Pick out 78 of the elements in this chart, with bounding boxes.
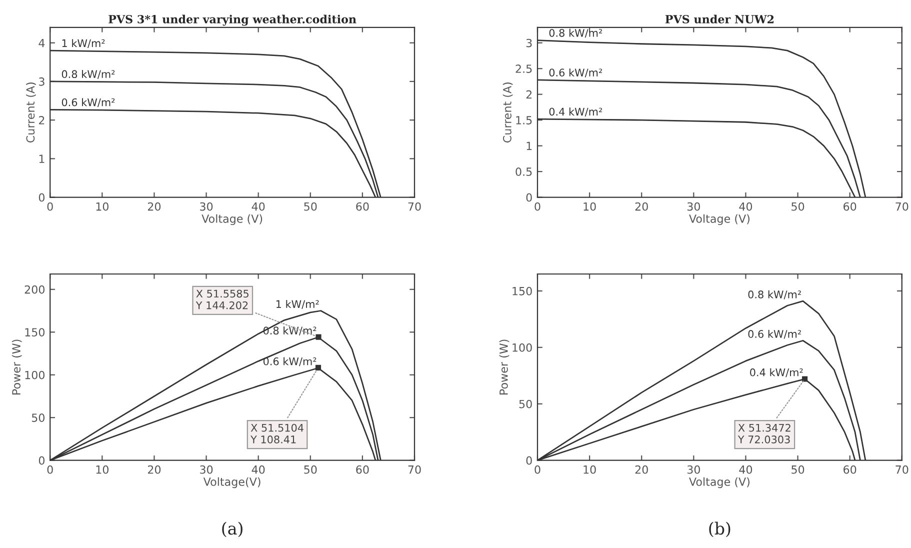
y-tick-label: 0.5 — [516, 168, 532, 176]
chart-title: PVS 3*1 under varying weather.codition — [108, 14, 356, 26]
y-tick-label: 100 — [512, 343, 532, 352]
series-label: 0.8 kW/m² — [748, 290, 801, 300]
y-tick-label: 0 — [526, 456, 532, 465]
x-tick-label: 20 — [635, 202, 648, 211]
text: (a) — [222, 522, 242, 538]
x-tick-label: 70 — [408, 465, 421, 474]
x-tick-label: 0 — [47, 202, 53, 211]
x-tick-label: 30 — [200, 202, 213, 211]
y-tick-label: 100 — [25, 370, 45, 380]
series-label: 0.4 kW/m² — [750, 368, 803, 378]
series-label: 0.4 kW/m² — [549, 108, 602, 116]
text: (b) — [709, 522, 730, 538]
y-tick-label: 1 — [39, 154, 44, 163]
series-label: 1 kW/m² — [62, 39, 105, 48]
x-tick-label: 40 — [739, 202, 752, 211]
y-tick-label: 1 — [526, 142, 532, 150]
x-tick-label: 10 — [96, 202, 108, 211]
y-axis-title: Current (A) — [502, 82, 513, 142]
y-tick-label: 2 — [38, 116, 44, 124]
x-axis-title: Voltage(V) — [203, 477, 260, 488]
y-tick-label: 2.5 — [516, 64, 532, 73]
y-tick-label: 150 — [512, 286, 532, 296]
y-tick-label: 0 — [38, 456, 45, 465]
x-axis-title: Voltage (V) — [202, 214, 262, 226]
x-tick-label: 10 — [96, 465, 108, 474]
y-tick-label: 50 — [32, 414, 45, 422]
x-tick-label: 50 — [304, 465, 317, 474]
y-axis-title: Power (W) — [12, 340, 22, 394]
y-tick-label: 4 — [38, 38, 45, 48]
x-tick-label: 50 — [792, 465, 804, 474]
x-tick-label: 10 — [584, 202, 596, 211]
series-label: 0.8 kW/m² — [549, 28, 602, 38]
x-tick-label: 40 — [252, 202, 265, 211]
series-label: 0.6 kW/m² — [549, 68, 602, 78]
annotation: X 51.5104 Y 108.41 — [250, 424, 304, 444]
y-tick-label: 50 — [519, 400, 532, 408]
y-tick-label: 3 — [39, 77, 44, 86]
x-tick-label: 0 — [47, 465, 53, 474]
x-tick-label: 40 — [252, 465, 265, 474]
y-tick-label: 0 — [38, 193, 45, 202]
y-tick-label: 3 — [526, 38, 532, 48]
x-tick-label: 30 — [200, 465, 213, 474]
series-label: 1 kW/m² — [276, 300, 319, 309]
x-tick-label: 20 — [148, 202, 161, 211]
y-tick-label: 150 — [25, 328, 45, 336]
x-tick-label: 30 — [687, 465, 700, 474]
series-label: 0.8 kW/m² — [62, 70, 115, 79]
x-tick-label: 20 — [635, 465, 648, 474]
x-axis-title: Voltage (V) — [689, 477, 750, 488]
x-tick-label: 40 — [739, 465, 752, 474]
x-axis-title: Voltage (V) — [689, 214, 750, 226]
y-tick-label: 200 — [24, 285, 45, 294]
x-tick-label: 60 — [844, 202, 856, 211]
y-axis-title: Current (A) — [26, 82, 36, 142]
y-axis-title: Power (W) — [499, 340, 510, 394]
x-tick-label: 70 — [896, 465, 908, 474]
x-tick-label: 20 — [148, 465, 161, 474]
series-label: 0.6 kW/m² — [62, 98, 115, 108]
x-tick-label: 50 — [304, 202, 317, 211]
annotation: X 51.5585 Y 144.202 — [196, 290, 248, 310]
y-tick-label: 0 — [526, 193, 532, 202]
x-tick-label: 70 — [896, 202, 908, 211]
x-tick-label: 10 — [584, 465, 596, 474]
x-tick-label: 0 — [534, 465, 540, 474]
x-tick-label: 60 — [356, 202, 369, 211]
x-tick-label: 60 — [356, 465, 369, 474]
x-tick-label: 30 — [687, 202, 700, 211]
annotation: X 51.3472 Y 72.0303 — [738, 424, 790, 444]
x-tick-label: 70 — [408, 202, 421, 211]
x-tick-label: 0 — [534, 202, 540, 211]
chart-title: PVS under NUW2 — [665, 14, 774, 24]
x-tick-label: 60 — [844, 465, 856, 474]
y-tick-label: 2 — [526, 90, 532, 99]
y-tick-label: 1.5 — [516, 116, 532, 124]
series-label: 0.6 kW/m² — [748, 330, 801, 339]
x-tick-label: 50 — [792, 202, 804, 211]
